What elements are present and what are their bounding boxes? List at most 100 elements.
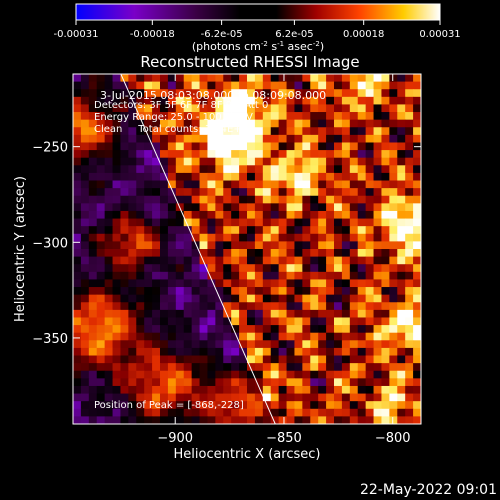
heatmap-cell — [167, 96, 177, 105]
heatmap-cell — [389, 104, 398, 113]
heatmap-cell — [397, 309, 406, 318]
heatmap-cell — [231, 264, 240, 273]
heatmap-cell — [286, 385, 295, 394]
heatmap-cell — [215, 385, 224, 394]
heatmap-cell — [278, 96, 287, 105]
heatmap-cell — [144, 347, 153, 356]
heatmap-cell — [88, 279, 98, 288]
heatmap-cell — [357, 180, 367, 189]
heatmap-cell — [183, 393, 193, 402]
heatmap-cell — [318, 210, 327, 219]
heatmap-cell — [160, 287, 169, 296]
heatmap-cell — [73, 96, 82, 105]
heatmap-cell — [413, 370, 421, 379]
heatmap-cell — [389, 332, 398, 341]
heatmap-cell — [397, 363, 406, 372]
heatmap-cell — [175, 89, 185, 98]
heatmap-cell — [80, 408, 90, 417]
heatmap-cell — [96, 241, 106, 250]
heatmap-cell — [310, 89, 319, 98]
heatmap-cell — [254, 134, 264, 143]
heatmap-cell — [167, 378, 177, 387]
heatmap-cell — [152, 385, 161, 394]
heatmap-cell — [112, 188, 121, 197]
heatmap-cell — [373, 264, 382, 273]
heatmap-cell — [183, 287, 193, 296]
heatmap-cell — [183, 378, 193, 387]
heatmap-cell — [152, 81, 161, 90]
heatmap-cell — [167, 165, 177, 174]
heatmap-cell — [357, 195, 367, 204]
heatmap-cell — [104, 370, 113, 379]
heatmap-cell — [223, 287, 232, 296]
heatmap-cell — [278, 104, 287, 113]
heatmap-cell — [302, 119, 311, 128]
heatmap-cell — [175, 127, 185, 136]
heatmap-cell — [239, 294, 248, 303]
heatmap-cell — [104, 233, 113, 242]
heatmap-cell — [239, 302, 248, 311]
heatmap-cell — [247, 74, 256, 83]
heatmap-cell — [88, 256, 98, 265]
heatmap-cell — [294, 294, 303, 303]
heatmap-cell — [88, 74, 98, 83]
heatmap-cell — [247, 127, 256, 136]
heatmap-cell — [302, 340, 311, 349]
heatmap-cell — [270, 112, 280, 121]
heatmap-cell — [215, 104, 224, 113]
heatmap-cell — [167, 309, 177, 318]
heatmap-cell — [199, 416, 208, 424]
heatmap-cell — [223, 340, 232, 349]
heatmap-cell — [96, 142, 106, 151]
heatmap-cell — [239, 325, 248, 334]
heatmap-cell — [112, 332, 121, 341]
heatmap-cell — [381, 317, 390, 326]
heatmap-cell — [144, 180, 153, 189]
heatmap-cell — [88, 89, 98, 98]
heatmap-cell — [80, 150, 90, 159]
heatmap-cell — [120, 401, 129, 410]
heatmap-cell — [80, 96, 90, 105]
heatmap-cell — [381, 256, 390, 265]
heatmap-cell — [254, 302, 264, 311]
heatmap-cell — [199, 294, 208, 303]
heatmap-cell — [262, 89, 272, 98]
heatmap-cell — [310, 142, 319, 151]
heatmap-cell — [231, 89, 240, 98]
heatmap-cell — [254, 218, 264, 227]
heatmap-cell — [294, 302, 303, 311]
heatmap-cell — [334, 385, 343, 394]
heatmap-cell — [357, 127, 367, 136]
heatmap-cell — [96, 287, 106, 296]
heatmap-cell — [160, 393, 169, 402]
heatmap-cell — [175, 347, 185, 356]
heatmap-cell — [207, 218, 216, 227]
heatmap-cell — [278, 385, 287, 394]
heatmap-cell — [73, 385, 82, 394]
heatmap-cell — [349, 226, 359, 235]
heatmap-cell — [191, 385, 200, 394]
heatmap-cell — [199, 325, 208, 334]
heatmap-cell — [104, 249, 113, 258]
heatmap-cell — [302, 249, 311, 258]
heatmap-cell — [302, 287, 311, 296]
heatmap-cell — [389, 408, 398, 417]
heatmap-cell — [270, 96, 280, 105]
heatmap-cell — [80, 271, 90, 280]
heatmap-cell — [73, 332, 82, 341]
heatmap-cell — [239, 226, 248, 235]
heatmap-cell — [254, 188, 264, 197]
heatmap-cell — [365, 127, 374, 136]
heatmap-cell — [239, 370, 248, 379]
heatmap-cell — [294, 325, 303, 334]
heatmap-cell — [254, 89, 264, 98]
heatmap-cell — [191, 416, 200, 424]
heatmap-cell — [397, 172, 406, 181]
heatmap-cell — [239, 165, 248, 174]
heatmap-cell — [191, 188, 200, 197]
heatmap-cell — [112, 150, 121, 159]
heatmap-cell — [239, 233, 248, 242]
heatmap-cell — [183, 96, 193, 105]
heatmap-cell — [405, 271, 414, 280]
heatmap-cell — [254, 233, 264, 242]
